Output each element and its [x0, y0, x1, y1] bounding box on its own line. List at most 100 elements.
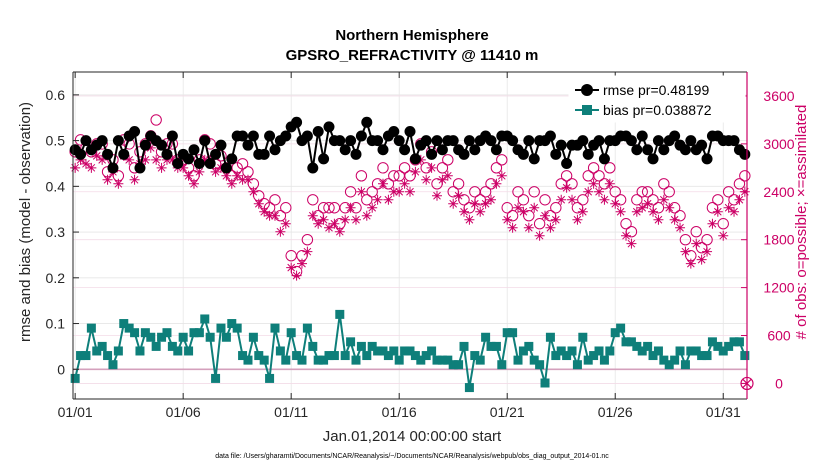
series-bias [70, 309, 750, 393]
bias-point [189, 328, 199, 338]
x-tick-label: 01/01 [58, 404, 93, 420]
rmse-point [242, 139, 254, 151]
bias-point [351, 355, 361, 365]
obs-assimilated-point [188, 178, 199, 189]
bias-point [211, 373, 221, 383]
obs-assimilated-point [156, 162, 167, 173]
obs-assimilated-point [550, 214, 561, 225]
bias-point [302, 323, 312, 333]
obs-assimilated-point [421, 174, 432, 185]
obs-possible-point [620, 218, 632, 230]
obs-possible-point [636, 186, 648, 198]
y-right-tick-label: 1200 [763, 280, 794, 296]
bias-point [729, 337, 739, 347]
rmse-point [118, 148, 130, 160]
bias-point [648, 351, 658, 361]
bias-point [232, 323, 242, 333]
obs-assimilated-point [383, 194, 394, 205]
rmse-point [739, 148, 751, 160]
bias-point [243, 355, 253, 365]
obs-possible-point [496, 154, 508, 166]
obs-possible-point [355, 170, 368, 182]
rmse-point [507, 135, 519, 147]
bias-point [529, 355, 539, 365]
obs-possible-point [609, 186, 621, 198]
obs-assimilated-point [480, 198, 491, 209]
rmse-point [134, 162, 146, 174]
obs-possible-point [442, 154, 454, 166]
bias-point [578, 332, 588, 342]
bias-point [140, 328, 150, 338]
bias-point [410, 351, 420, 361]
obs-assimilated-point [464, 214, 475, 225]
rmse-point [550, 148, 562, 160]
bias-point [335, 309, 345, 319]
obs-assimilated-point [459, 206, 470, 217]
obs-assimilated-point [388, 186, 399, 197]
bias-point [740, 351, 750, 361]
obs-assimilated-point [437, 174, 448, 185]
obs-possible-point [679, 233, 692, 246]
obs-assimilated-point [675, 222, 686, 233]
obs-assimilated-point [637, 202, 648, 213]
legend-box [568, 75, 746, 123]
rmse-point [355, 130, 367, 142]
rmse-point [555, 139, 567, 151]
obs-assimilated-point [248, 186, 259, 197]
rmse-point [237, 130, 249, 142]
plot-area: 01/01 01/06 01/11 01/16 01/21 01/26 01/31 0 0.1 0… [46, 71, 795, 420]
rmse-point [345, 135, 357, 147]
bias-point [702, 351, 712, 361]
obs-assimilated-point [604, 178, 615, 189]
bias-point [389, 346, 399, 356]
rmse-point [215, 139, 227, 151]
rmse-point [458, 148, 470, 160]
bias-point [691, 346, 701, 356]
obs-assimilated-point [302, 246, 313, 257]
obs-assimilated-point [145, 142, 156, 153]
x-tick-label: 01/16 [382, 404, 417, 420]
obs-assimilated-point [453, 190, 464, 201]
obs-assimilated-point [513, 202, 524, 213]
bias-point [324, 351, 334, 361]
bias-point [97, 341, 107, 351]
legend-bias-label: bias pr=0.038872 [603, 102, 712, 118]
bias-point [367, 341, 377, 351]
bias-point [697, 351, 707, 361]
obs-possible-point [631, 194, 643, 206]
bias-point [265, 373, 275, 383]
obs-possible-point [550, 202, 562, 214]
rmse-point [139, 139, 151, 151]
bias-point [551, 351, 561, 361]
rmse-point [679, 144, 691, 156]
x-tick-label: 01/31 [706, 404, 741, 420]
obs-assimilated-point [307, 210, 318, 221]
rmse-point [307, 162, 319, 174]
obs-possible-point [366, 186, 378, 198]
obs-assimilated-point [648, 206, 659, 217]
obs-assimilated-point [475, 206, 486, 217]
obs-assimilated-point [372, 194, 383, 205]
bias-point [675, 346, 685, 356]
y-tick-label: 0.3 [46, 224, 66, 240]
rmse-point [334, 135, 346, 147]
bias-point [86, 323, 96, 333]
obs-assimilated-point [718, 230, 729, 241]
bias-point [637, 346, 647, 356]
bias-point [383, 351, 393, 361]
bias-point [454, 360, 464, 370]
y-right-tick-label: 1800 [763, 232, 794, 248]
obs-assimilated-point [442, 170, 453, 181]
bias-point [481, 332, 491, 342]
legend-bias-marker [582, 105, 592, 115]
rmse-point [361, 116, 373, 128]
y-tick-label: 0.1 [46, 316, 66, 332]
bias-point [734, 337, 744, 347]
obs-possible-point [690, 226, 702, 238]
rmse-point [312, 125, 324, 137]
bias-point [119, 319, 129, 329]
bias-point [653, 346, 663, 356]
rmse-point [669, 130, 681, 142]
rmse-point [658, 144, 670, 156]
